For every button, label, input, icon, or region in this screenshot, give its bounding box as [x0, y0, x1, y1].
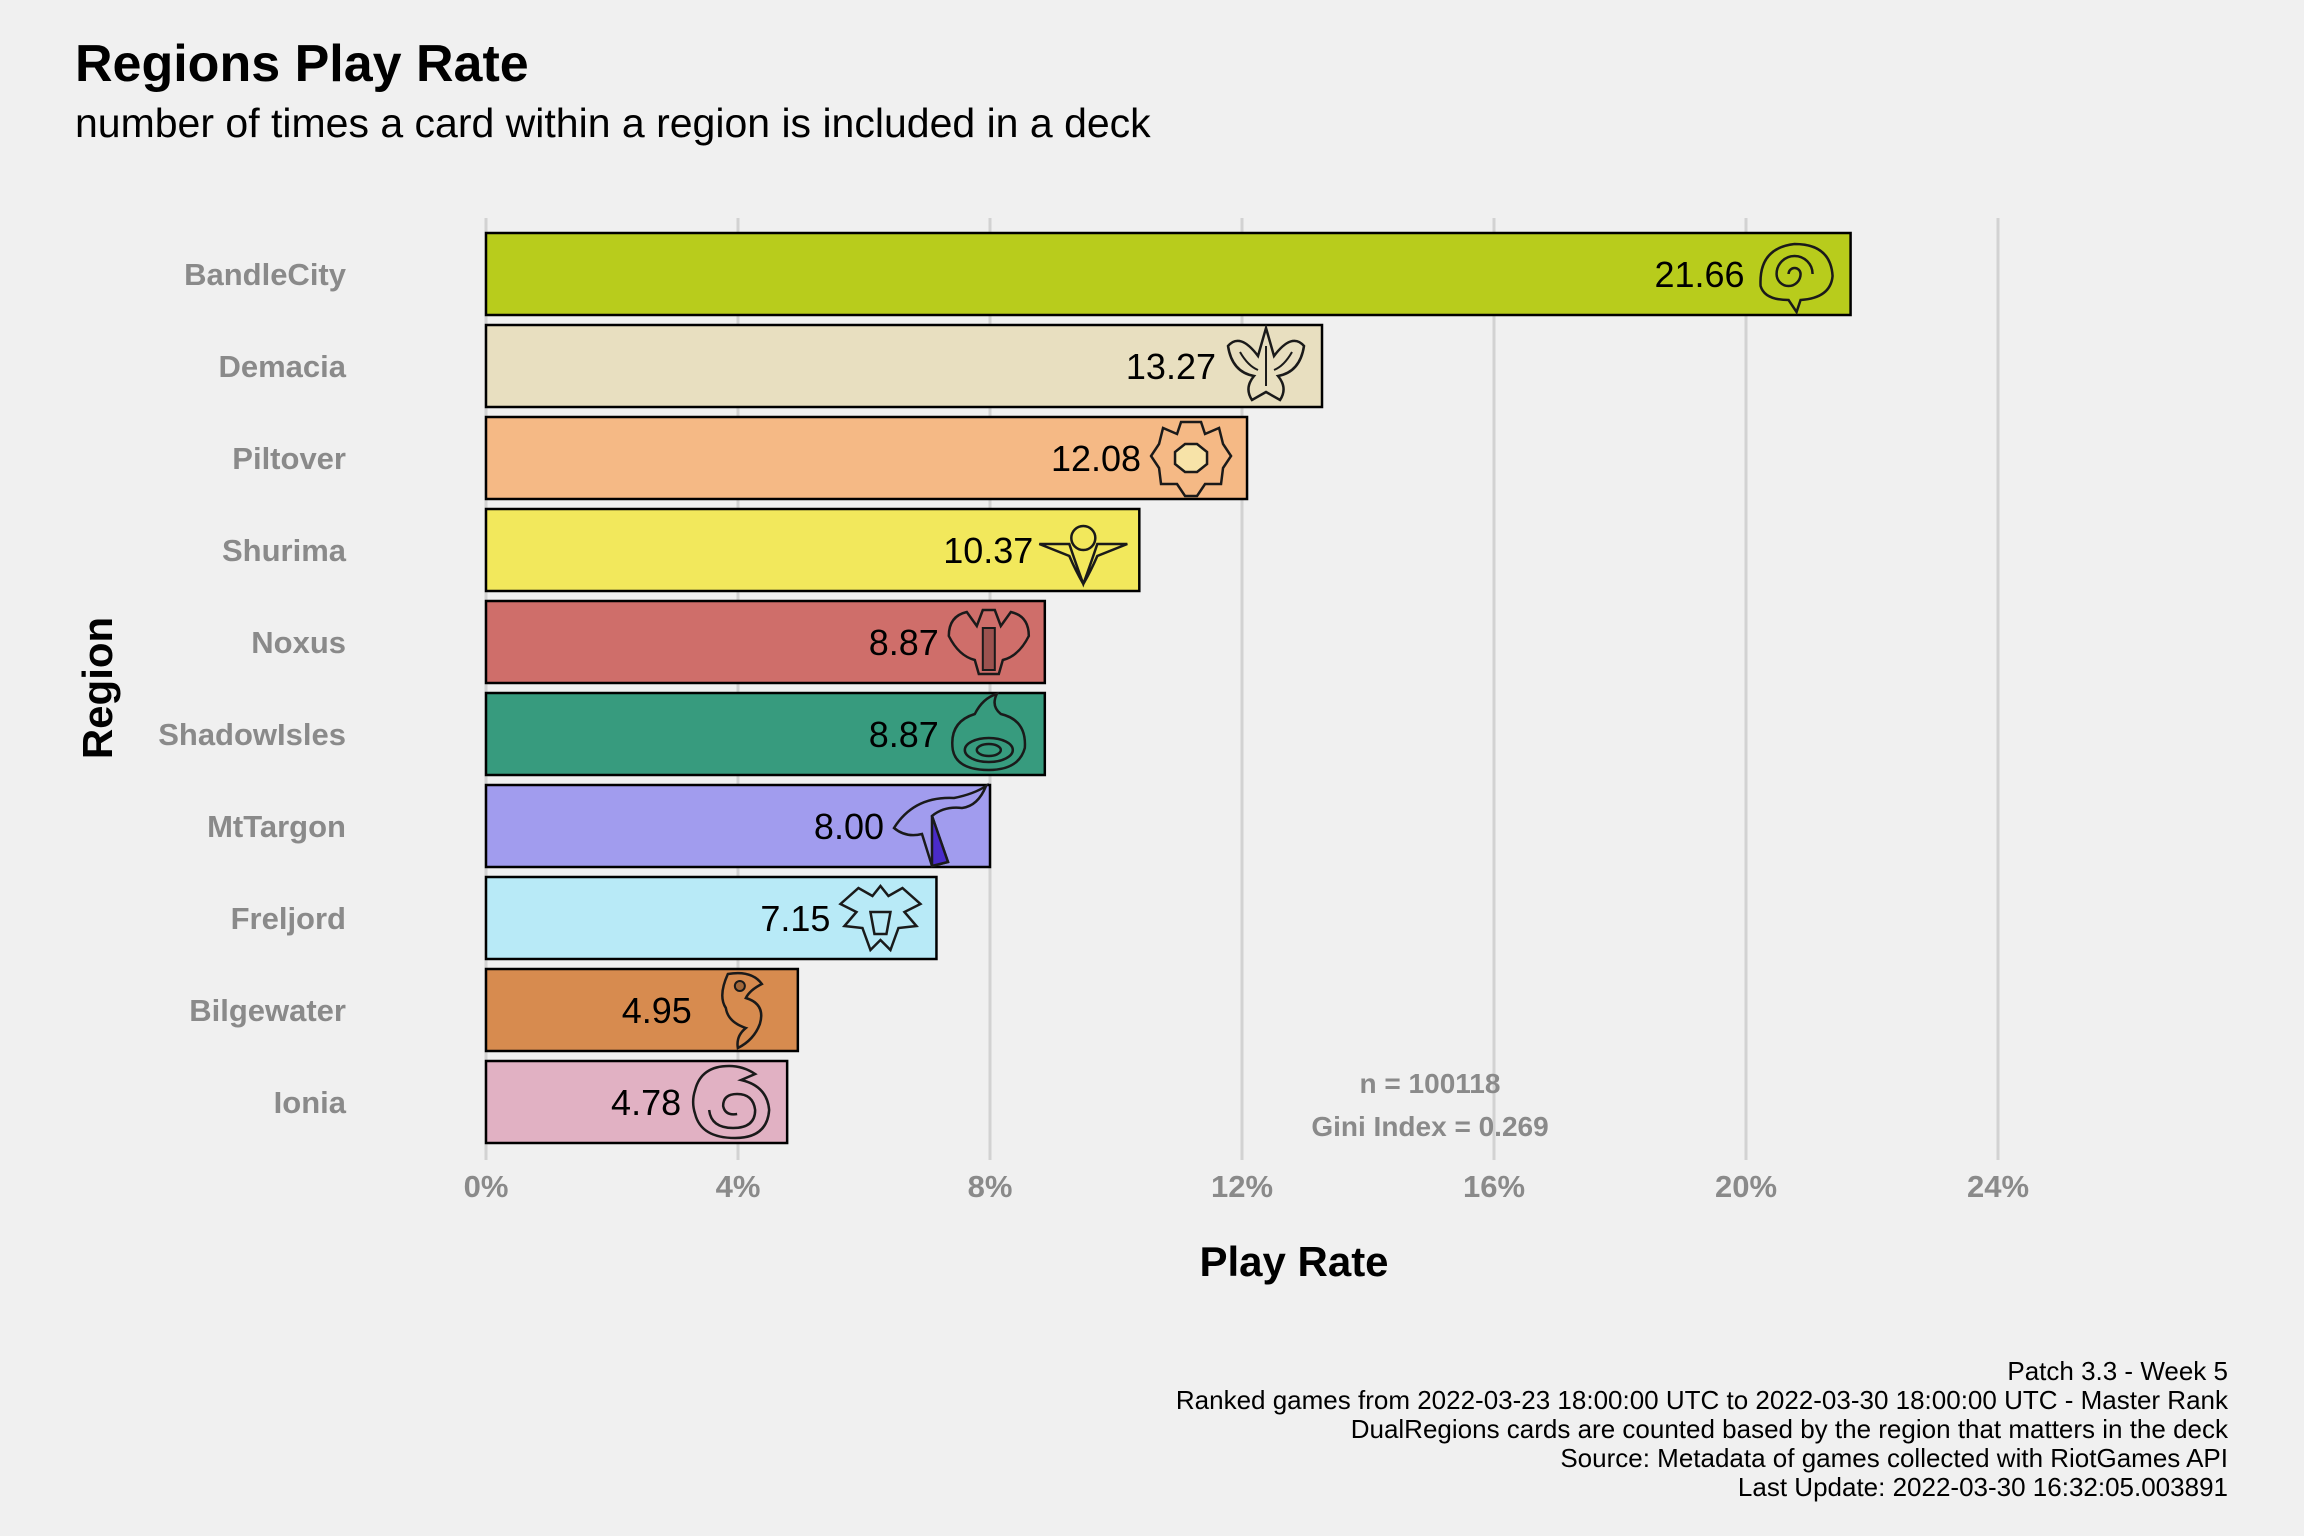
caption-line: Source: Metadata of games collected with… — [1560, 1443, 2228, 1473]
data-label: 4.78 — [611, 1082, 681, 1123]
y-tick-label: Piltover — [232, 441, 346, 476]
icon-shape — [930, 815, 950, 868]
bilgewater-icon — [721, 971, 764, 1050]
x-tick-label: 0% — [464, 1169, 509, 1204]
x-tick-label: 24% — [1967, 1169, 2029, 1204]
x-tick-label: 8% — [968, 1169, 1013, 1204]
icon-shape — [981, 627, 996, 671]
chart-subtitle: number of times a card within a region i… — [75, 100, 1151, 146]
icon-shape — [1038, 542, 1128, 588]
bar — [484, 507, 1141, 593]
y-tick-label: MtTargon — [207, 809, 346, 844]
x-tick-label: 4% — [716, 1169, 761, 1204]
icon-shape — [1173, 442, 1209, 474]
stats-annotation: n = 100118 — [1360, 1068, 1501, 1099]
chart-title: Regions Play Rate — [75, 35, 529, 93]
caption-line: Last Update: 2022-03-30 16:32:05.003891 — [1737, 1472, 2228, 1502]
icon-shape — [838, 883, 923, 953]
data-label: 10.37 — [943, 530, 1033, 571]
y-tick-label: Freljord — [231, 901, 346, 936]
data-label: 8.87 — [869, 714, 939, 755]
caption-line: Ranked games from 2022-03-23 18:00:00 UT… — [1175, 1385, 2228, 1415]
x-tick-label: 20% — [1715, 1169, 1777, 1204]
icon-shape — [947, 608, 1031, 676]
y-tick-label: Demacia — [218, 349, 346, 384]
chart-caption: Patch 3.3 - Week 5 Ranked games from 202… — [1176, 1357, 2228, 1502]
data-label: 7.15 — [760, 898, 830, 939]
icon-shape — [868, 910, 892, 936]
freljord-icon — [838, 883, 923, 953]
mttargon-icon — [892, 782, 989, 868]
y-tick-label: Shurima — [222, 533, 347, 568]
y-axis-title: Region — [74, 617, 121, 759]
icon-shape — [892, 782, 989, 868]
x-tick-label: 16% — [1463, 1169, 1525, 1204]
caption-line: DualRegions cards are counted based by t… — [1350, 1414, 2228, 1444]
data-label: 13.27 — [1126, 346, 1216, 387]
icon-shape — [1070, 524, 1097, 552]
icon-shape — [963, 736, 1015, 764]
data-label: 8.87 — [869, 622, 939, 663]
icon-shape — [1239, 346, 1293, 386]
bar — [484, 691, 1047, 777]
data-label: 4.95 — [622, 990, 692, 1031]
bar — [484, 231, 1852, 317]
ionia-icon — [691, 1064, 771, 1140]
icon-shape — [721, 971, 764, 1050]
data-label: 8.00 — [814, 806, 884, 847]
stats-annotation: Gini Index = 0.269 — [1311, 1111, 1548, 1142]
shadowisles-icon — [951, 692, 1027, 772]
icon-shape — [1759, 242, 1834, 315]
x-tick-label: 12% — [1211, 1169, 1273, 1204]
piltover-icon — [1149, 420, 1233, 498]
icon-shape — [733, 980, 746, 992]
noxus-icon — [947, 608, 1031, 676]
x-axis-title: Play Rate — [1199, 1238, 1388, 1285]
shurima-icon — [1038, 524, 1128, 588]
data-label: 21.66 — [1654, 254, 1744, 295]
y-tick-label: ShadowIsles — [158, 717, 346, 752]
demacia-icon — [1226, 323, 1306, 402]
y-tick-label: Ionia — [274, 1085, 347, 1120]
icon-shape — [951, 692, 1027, 772]
bandlecity-icon — [1759, 242, 1834, 315]
y-tick-label: Bilgewater — [189, 993, 346, 1028]
bar — [484, 415, 1249, 501]
icon-shape — [975, 742, 1003, 758]
icon-shape — [707, 1092, 757, 1130]
data-label: 12.08 — [1051, 438, 1141, 479]
icon-shape — [1775, 254, 1814, 288]
y-tick-label: Noxus — [251, 625, 346, 660]
y-tick-label: BandleCity — [184, 257, 347, 292]
caption-line: Patch 3.3 - Week 5 — [2007, 1356, 2228, 1386]
bar — [484, 323, 1324, 409]
